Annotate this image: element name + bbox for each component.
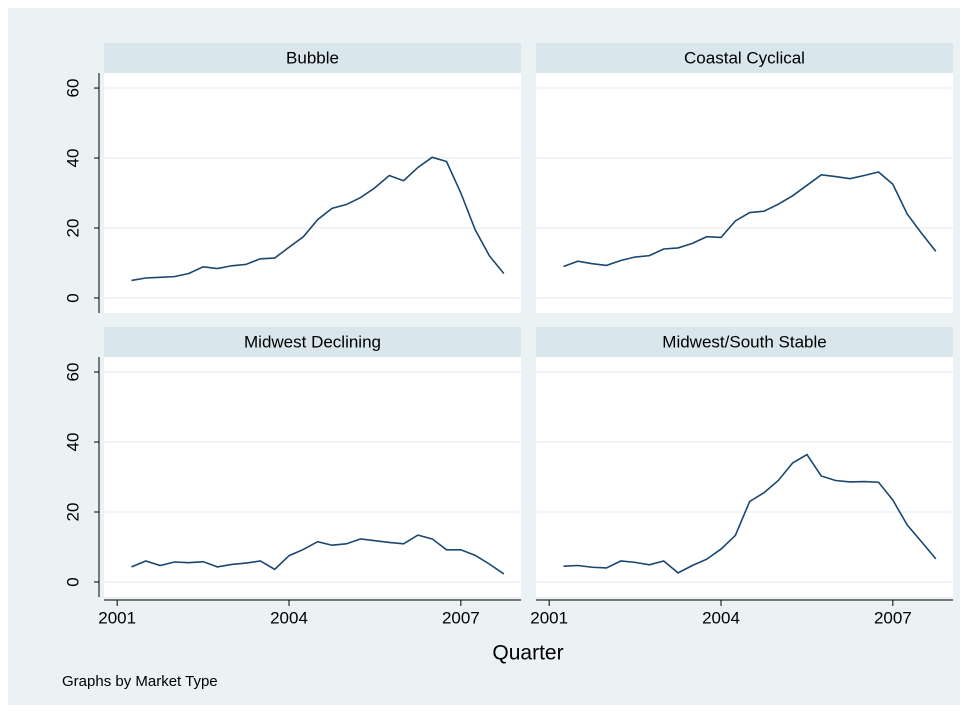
panel-title: Midwest Declining	[244, 332, 381, 351]
x-tick-label: 2001	[530, 608, 568, 627]
x-tick-label: 2001	[98, 608, 136, 627]
panel-header	[536, 327, 953, 357]
plot-area	[104, 73, 521, 313]
x-tick-label: 2004	[702, 608, 740, 627]
x-tick-label: 2007	[442, 608, 480, 627]
x-axis-title: Quarter	[492, 642, 563, 665]
plot-area	[104, 357, 521, 597]
panel-title: Midwest/South Stable	[662, 332, 826, 351]
series-line	[131, 156, 505, 282]
y-tick-label: 60	[63, 79, 82, 98]
series-line	[563, 171, 937, 268]
y-tick-label: 20	[63, 219, 82, 238]
plot-area	[536, 73, 953, 313]
note: Graphs by Market Type	[62, 673, 218, 690]
x-tick-label: 2007	[874, 608, 912, 627]
panel-header	[104, 327, 521, 357]
series-line	[563, 453, 937, 574]
panel-header	[536, 43, 953, 73]
y-tick-label: 40	[63, 433, 82, 452]
y-tick-label: 0	[63, 577, 82, 586]
y-tick-label: 20	[63, 503, 82, 522]
y-tick-label: 40	[63, 149, 82, 168]
panel-title: Bubble	[286, 48, 339, 67]
panel-title: Coastal Cyclical	[684, 48, 805, 67]
x-tick-label: 2004	[270, 608, 308, 627]
series-line	[131, 534, 505, 575]
y-tick-label: 0	[63, 293, 82, 302]
plot-area	[536, 357, 953, 597]
y-tick-label: 60	[63, 363, 82, 382]
panel-header	[104, 43, 521, 73]
